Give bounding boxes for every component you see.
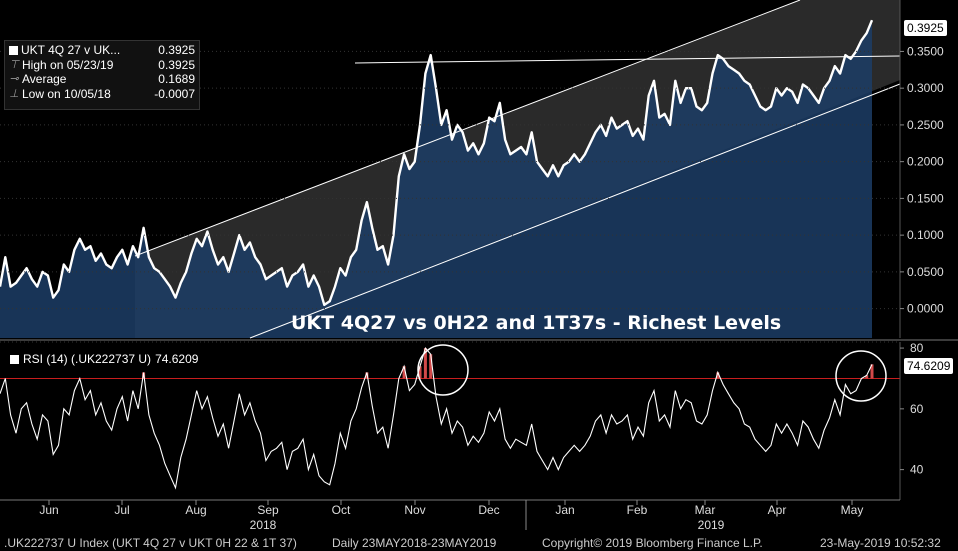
legend-low-value: -0.0007 bbox=[154, 86, 195, 101]
area-fill bbox=[0, 20, 872, 338]
main-ytick-label-1: 0.3000 bbox=[907, 81, 944, 95]
legend-row-average: ⊸ Average 0.1689 bbox=[9, 72, 195, 87]
legend-high-label: High on 05/23/19 bbox=[22, 57, 114, 72]
year-label-2018: 2018 bbox=[250, 518, 277, 532]
highlight-circle-may bbox=[835, 350, 887, 402]
highlight-circle-nov bbox=[417, 344, 469, 396]
rsi-overbought-fill bbox=[142, 348, 874, 379]
rsi-last-value-tag: 74.6209 bbox=[904, 358, 954, 374]
rsi-ytick-label-2: 40 bbox=[910, 463, 924, 477]
xtick-label-apr: Apr bbox=[768, 503, 787, 517]
footer-timestamp: 23-May-2019 10:52:32 bbox=[820, 536, 941, 550]
main-ytick-label-0: 0.3500 bbox=[907, 44, 944, 58]
legend-average-value: 0.1689 bbox=[158, 72, 195, 86]
xtick-label-jun: Jun bbox=[39, 503, 58, 517]
high-marker-icon: ⊤ bbox=[9, 58, 19, 71]
footer-bar: .UK222737 U Index (UKT 4Q 27 v UKT 0H 22… bbox=[0, 535, 958, 551]
xtick-label-mar: Mar bbox=[695, 503, 716, 517]
legend-series-label: UKT 4Q 27 v UK... bbox=[21, 43, 121, 57]
legend-high-value: 0.3925 bbox=[158, 57, 195, 72]
footer-range: Daily 23MAY2018-23MAY2019 bbox=[332, 536, 497, 550]
chart-title: UKT 4Q27 vs 0H22 and 1T37s - Richest Lev… bbox=[291, 312, 782, 334]
rsi-ytick-label-0: 80 bbox=[910, 341, 924, 355]
legend-average-label: Average bbox=[22, 72, 67, 86]
average-marker-icon: ⊸ bbox=[9, 73, 19, 85]
main-ytick-label-2: 0.2500 bbox=[907, 118, 944, 132]
xtick-label-aug: Aug bbox=[185, 503, 206, 517]
legend-row-low: ⊥ Low on 10/05/18 -0.0007 bbox=[9, 87, 195, 102]
main-legend: UKT 4Q 27 v UK... 0.3925 ⊤ High on 05/23/… bbox=[4, 40, 200, 110]
xtick-label-sep: Sep bbox=[257, 503, 279, 517]
xtick-label-may: May bbox=[841, 503, 864, 517]
legend-row-series: UKT 4Q 27 v UK... 0.3925 bbox=[9, 43, 195, 58]
legend-low-label: Low on 10/05/18 bbox=[22, 86, 111, 101]
rsi-legend-value: 74.6209 bbox=[155, 352, 199, 366]
rsi-swatch-icon bbox=[10, 354, 19, 364]
year-label-2019: 2019 bbox=[698, 518, 725, 532]
channel-lower-line bbox=[249, 83, 901, 339]
footer-index: .UK222737 U Index (UKT 4Q 27 v UKT 0H 22… bbox=[4, 536, 297, 550]
main-ytick-label-6: 0.0500 bbox=[907, 265, 944, 279]
xtick-label-jul: Jul bbox=[114, 503, 129, 517]
rsi-panel bbox=[0, 344, 900, 501]
xtick-label-dec: Dec bbox=[478, 503, 499, 517]
main-ytick-label-4: 0.1500 bbox=[907, 191, 944, 205]
xtick-label-oct: Oct bbox=[332, 503, 351, 517]
axes: 0.3500 0.3000 0.2500 0.2000 0.1500 0.1000 0.05… bbox=[0, 0, 958, 532]
xtick-label-jan: Jan bbox=[555, 503, 574, 517]
main-ytick-label-5: 0.1000 bbox=[907, 228, 944, 242]
xtick-label-feb: Feb bbox=[627, 503, 648, 517]
series-swatch-icon bbox=[9, 45, 18, 55]
last-value-tag: 0.3925 bbox=[904, 20, 947, 36]
channel-upper-line bbox=[134, 0, 801, 257]
legend-series-value: 0.3925 bbox=[158, 43, 195, 57]
rsi-series-line bbox=[0, 346, 873, 490]
rsi-legend: RSI (14) (.UK222737 U) 74.6209 bbox=[6, 350, 203, 368]
low-marker-icon: ⊥ bbox=[9, 87, 19, 100]
rsi-ytick-label-1: 60 bbox=[910, 402, 924, 416]
xtick-label-nov: Nov bbox=[404, 503, 425, 517]
main-ytick-label-7: 0.0000 bbox=[907, 302, 944, 316]
legend-row-high: ⊤ High on 05/23/19 0.3925 bbox=[9, 58, 195, 73]
footer-copyright: Copyright© 2019 Bloomberg Finance L.P. bbox=[542, 536, 763, 550]
resistance-line bbox=[354, 55, 901, 64]
rsi-legend-label: RSI (14) (.UK222737 U) bbox=[23, 352, 152, 366]
main-ytick-label-3: 0.2000 bbox=[907, 155, 944, 169]
